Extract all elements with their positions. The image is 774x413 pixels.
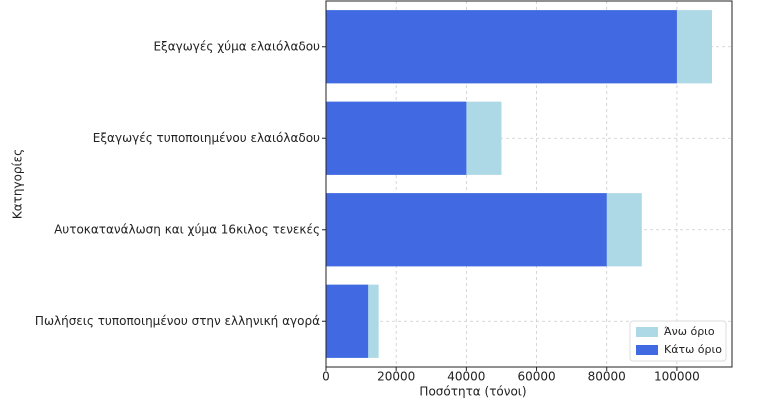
bar xyxy=(326,193,607,267)
legend-swatch xyxy=(636,345,658,355)
x-tick-label: 0 xyxy=(322,370,330,384)
bar xyxy=(326,10,677,84)
legend-label: Άνω όριο xyxy=(664,325,715,338)
x-tick-label: 80000 xyxy=(588,370,626,384)
bar xyxy=(326,284,369,358)
y-tick-label: Εξαγωγές τυποποιημένου ελαιόλαδου xyxy=(93,131,320,145)
plot-frame xyxy=(325,0,733,368)
x-tick-label: 100000 xyxy=(654,370,700,384)
y-axis-label: Κατηγορίες xyxy=(11,149,25,219)
x-tick-label: 40000 xyxy=(447,370,485,384)
y-tick-label: Πωλήσεις τυποποιημένου στην ελληνική αγο… xyxy=(35,314,320,328)
y-tick-label: Αυτοκατανάλωση και χύμα 16κιλος τενεκές xyxy=(54,222,320,236)
x-tick-label: 20000 xyxy=(377,370,415,384)
y-tick-label: Εξαγωγές χύμα ελαιόλαδου xyxy=(153,39,320,53)
bar xyxy=(326,101,467,175)
x-tick-label: 60000 xyxy=(517,370,555,384)
legend-swatch xyxy=(636,327,658,337)
legend-label: Κάτω όριο xyxy=(664,343,722,356)
x-axis-label: Ποσότητα (τόνοι) xyxy=(419,385,526,399)
